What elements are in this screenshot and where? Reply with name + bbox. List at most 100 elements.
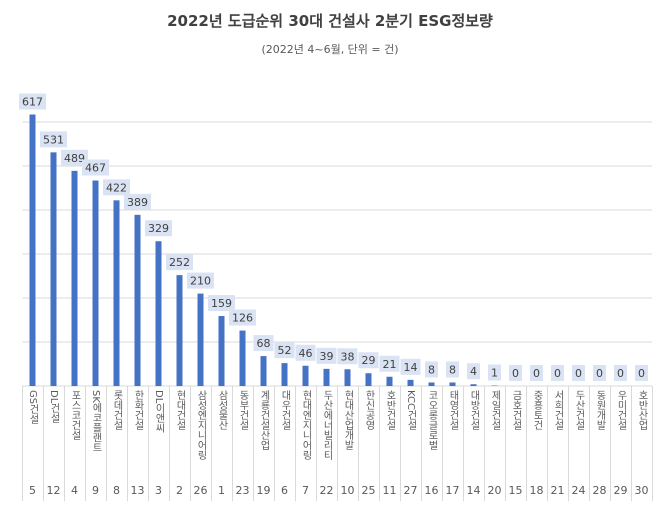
data-label: 329 — [148, 222, 169, 235]
bar — [239, 330, 246, 386]
data-label: 21 — [383, 358, 397, 371]
bar — [281, 363, 288, 386]
rank-label: 13 — [130, 484, 145, 497]
rank-label: 22 — [319, 484, 334, 497]
rank-label: 7 — [302, 484, 309, 497]
rank-label: 9 — [92, 484, 99, 497]
data-label: 159 — [211, 297, 232, 310]
rank-label: 20 — [487, 484, 502, 497]
chart-subtitle: (2022년 4~6월, 단위 = 건) — [261, 43, 399, 56]
data-label: 1 — [491, 367, 498, 380]
bar — [428, 382, 435, 386]
data-label-bg — [103, 179, 130, 196]
category-label: 한화건설 — [132, 390, 143, 430]
rank-label: 27 — [403, 484, 418, 497]
category-label: 동원개발 — [594, 390, 605, 430]
category-label: 현대산업개발 — [342, 390, 353, 450]
category-label: 중흥토건 — [531, 390, 542, 430]
data-label: 0 — [575, 367, 582, 380]
data-label-bg — [425, 361, 438, 378]
data-label: 52 — [278, 344, 292, 357]
category-label: DL이앤씨 — [153, 390, 164, 434]
category-label: 계룡건설산업 — [258, 390, 269, 450]
category-label: 동부건설 — [237, 390, 248, 430]
rank-label: 3 — [155, 484, 162, 497]
rank-label: 19 — [256, 484, 271, 497]
rank-label: 25 — [361, 484, 376, 497]
data-label-bg — [509, 365, 522, 381]
data-label: 14 — [404, 361, 418, 374]
data-label-bg — [145, 220, 172, 237]
bar — [134, 214, 141, 386]
data-label-bg — [446, 361, 459, 378]
rank-label: 26 — [193, 484, 208, 497]
category-label: KCC건설 — [405, 390, 416, 430]
data-label: 210 — [190, 275, 211, 288]
data-label: 0 — [596, 367, 603, 380]
data-label-bg — [316, 347, 337, 364]
category-label: 대방건설 — [468, 390, 479, 430]
data-label: 0 — [638, 367, 645, 380]
bar — [218, 316, 225, 386]
category-label: GS건설 — [27, 390, 38, 425]
category-label: 우미건설 — [615, 390, 626, 430]
bar — [260, 356, 267, 386]
category-label: 호반산업 — [636, 390, 647, 430]
bar — [323, 368, 330, 386]
data-label-bg — [166, 254, 193, 271]
category-label: 삼성물산 — [216, 390, 227, 430]
data-label-bg — [551, 365, 564, 381]
data-label-bg — [253, 335, 274, 352]
data-label: 252 — [169, 256, 190, 269]
data-label-bg — [40, 131, 67, 148]
data-label-bg — [229, 309, 256, 326]
data-label-bg — [635, 365, 648, 381]
data-label-bg — [19, 93, 46, 110]
bar — [29, 114, 36, 387]
data-label: 8 — [449, 363, 456, 376]
category-label: 두산에너빌리티 — [321, 390, 332, 460]
rank-label: 8 — [113, 484, 120, 497]
bar — [155, 241, 162, 386]
rank-label: 15 — [508, 484, 523, 497]
rank-label: 11 — [382, 484, 397, 497]
data-label-bg — [82, 159, 109, 176]
data-label: 489 — [64, 152, 85, 165]
data-label: 0 — [554, 367, 561, 380]
rank-label: 4 — [71, 484, 78, 497]
bar — [113, 200, 120, 386]
data-label: 38 — [341, 350, 355, 363]
bar — [344, 369, 351, 386]
category-label: 코오롱글로벌 — [426, 390, 437, 450]
rank-label: 14 — [466, 484, 481, 497]
data-label: 8 — [428, 363, 435, 376]
data-label-bg — [572, 365, 585, 381]
data-label: 126 — [232, 312, 253, 325]
rank-label: 16 — [424, 484, 439, 497]
category-label: 서희건설 — [552, 390, 563, 430]
rank-label: 10 — [340, 484, 355, 497]
category-label: 금호건설 — [510, 390, 521, 430]
bar — [386, 376, 393, 386]
bar — [470, 384, 477, 386]
data-label: 0 — [533, 367, 540, 380]
chart-title: 2022년 도급순위 30대 건설사 2분기 ESG정보량 — [167, 12, 493, 30]
data-label-bg — [208, 295, 235, 312]
data-label-bg — [614, 365, 627, 381]
data-label: 422 — [106, 181, 127, 194]
rank-label: 5 — [29, 484, 36, 497]
data-label-bg — [295, 344, 316, 361]
rank-label: 24 — [571, 484, 586, 497]
bar — [197, 293, 204, 386]
data-label: 29 — [362, 354, 376, 367]
data-label-bg — [488, 364, 501, 381]
data-label: 46 — [299, 347, 313, 360]
data-label-bg — [358, 352, 379, 369]
bar — [71, 170, 78, 386]
category-label: 호반건설 — [384, 390, 395, 430]
bar — [50, 152, 57, 386]
category-label: 포스코건설 — [69, 390, 80, 440]
data-label-bg — [467, 363, 480, 380]
bar — [449, 382, 456, 386]
rank-label: 23 — [235, 484, 250, 497]
